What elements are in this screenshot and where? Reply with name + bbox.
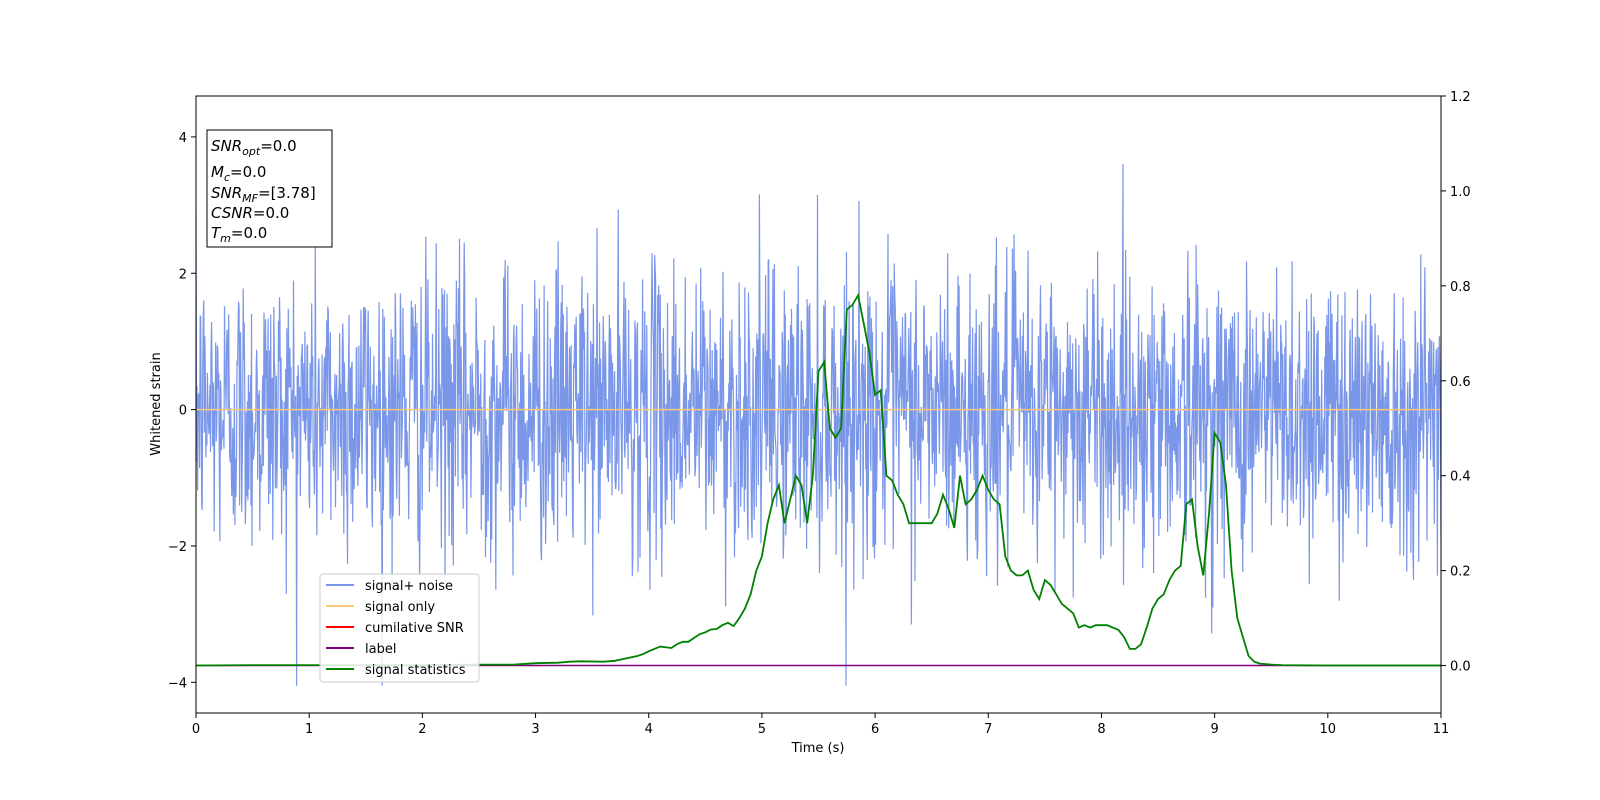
y-right-tick-label: 1.0 [1450,185,1471,200]
y-right-tick-label: 0.0 [1450,660,1471,675]
legend-label: signal statistics [365,663,466,678]
legend-label: signal only [365,600,435,615]
x-tick-label: 5 [758,722,766,737]
y-left-tick-label: 4 [179,131,187,146]
y-left-tick-label: −2 [168,540,187,555]
x-tick-label: 10 [1320,722,1337,737]
x-tick-label: 9 [1210,722,1218,737]
y-left-tick-label: 0 [179,404,187,419]
info-snr-opt: SNRopt=0.0 [211,137,297,158]
info-mc: Mc=0.0 [211,163,266,184]
legend-label: cumilative SNR [365,621,464,636]
y-axis-label: Whitened strain [149,352,164,455]
info-tm: Tm=0.0 [211,224,267,245]
y-left-tick-label: −4 [168,676,187,691]
y-left-tick-label: 2 [179,267,187,282]
series-signal-statistics-line [196,292,1441,667]
info-box: SNRopt=0.0 Mc=0.0 SNRMF=[3.78] CSNR=0.0 … [206,129,333,248]
x-tick-label: 2 [418,722,426,737]
legend: signal+ noise signal only cumilative SNR la… [319,573,480,683]
x-tick-label: 3 [531,722,539,737]
y-axis-right-ticks: 0.0 0.2 0.4 0.6 0.8 1.0 1.2 [1441,90,1471,675]
info-snr-mf: SNRMF=[3.78] [211,184,316,205]
x-tick-label: 7 [984,722,992,737]
x-tick-label: 11 [1433,722,1450,737]
x-axis-ticks: 0 1 2 3 4 5 6 7 8 9 10 11 [192,713,1449,737]
legend-label: signal+ noise [365,579,453,594]
info-csnr: CSNR=0.0 [211,204,289,222]
x-tick-label: 0 [192,722,200,737]
y-right-tick-label: 0.8 [1450,280,1471,295]
y-right-tick-label: 0.4 [1450,470,1471,485]
x-tick-label: 1 [305,722,313,737]
series-signal-noise-line [196,164,1441,686]
x-tick-label: 8 [1097,722,1105,737]
x-tick-label: 4 [645,722,653,737]
y-axis-left-ticks: −4 −2 0 2 4 [168,131,196,691]
y-right-tick-label: 0.2 [1450,565,1471,580]
axes-frame [195,95,1442,714]
x-tick-label: 6 [871,722,879,737]
x-axis-label: Time (s) [791,741,845,756]
legend-label: label [365,642,396,657]
y-right-tick-label: 1.2 [1450,90,1471,105]
y-right-tick-label: 0.6 [1450,375,1471,390]
